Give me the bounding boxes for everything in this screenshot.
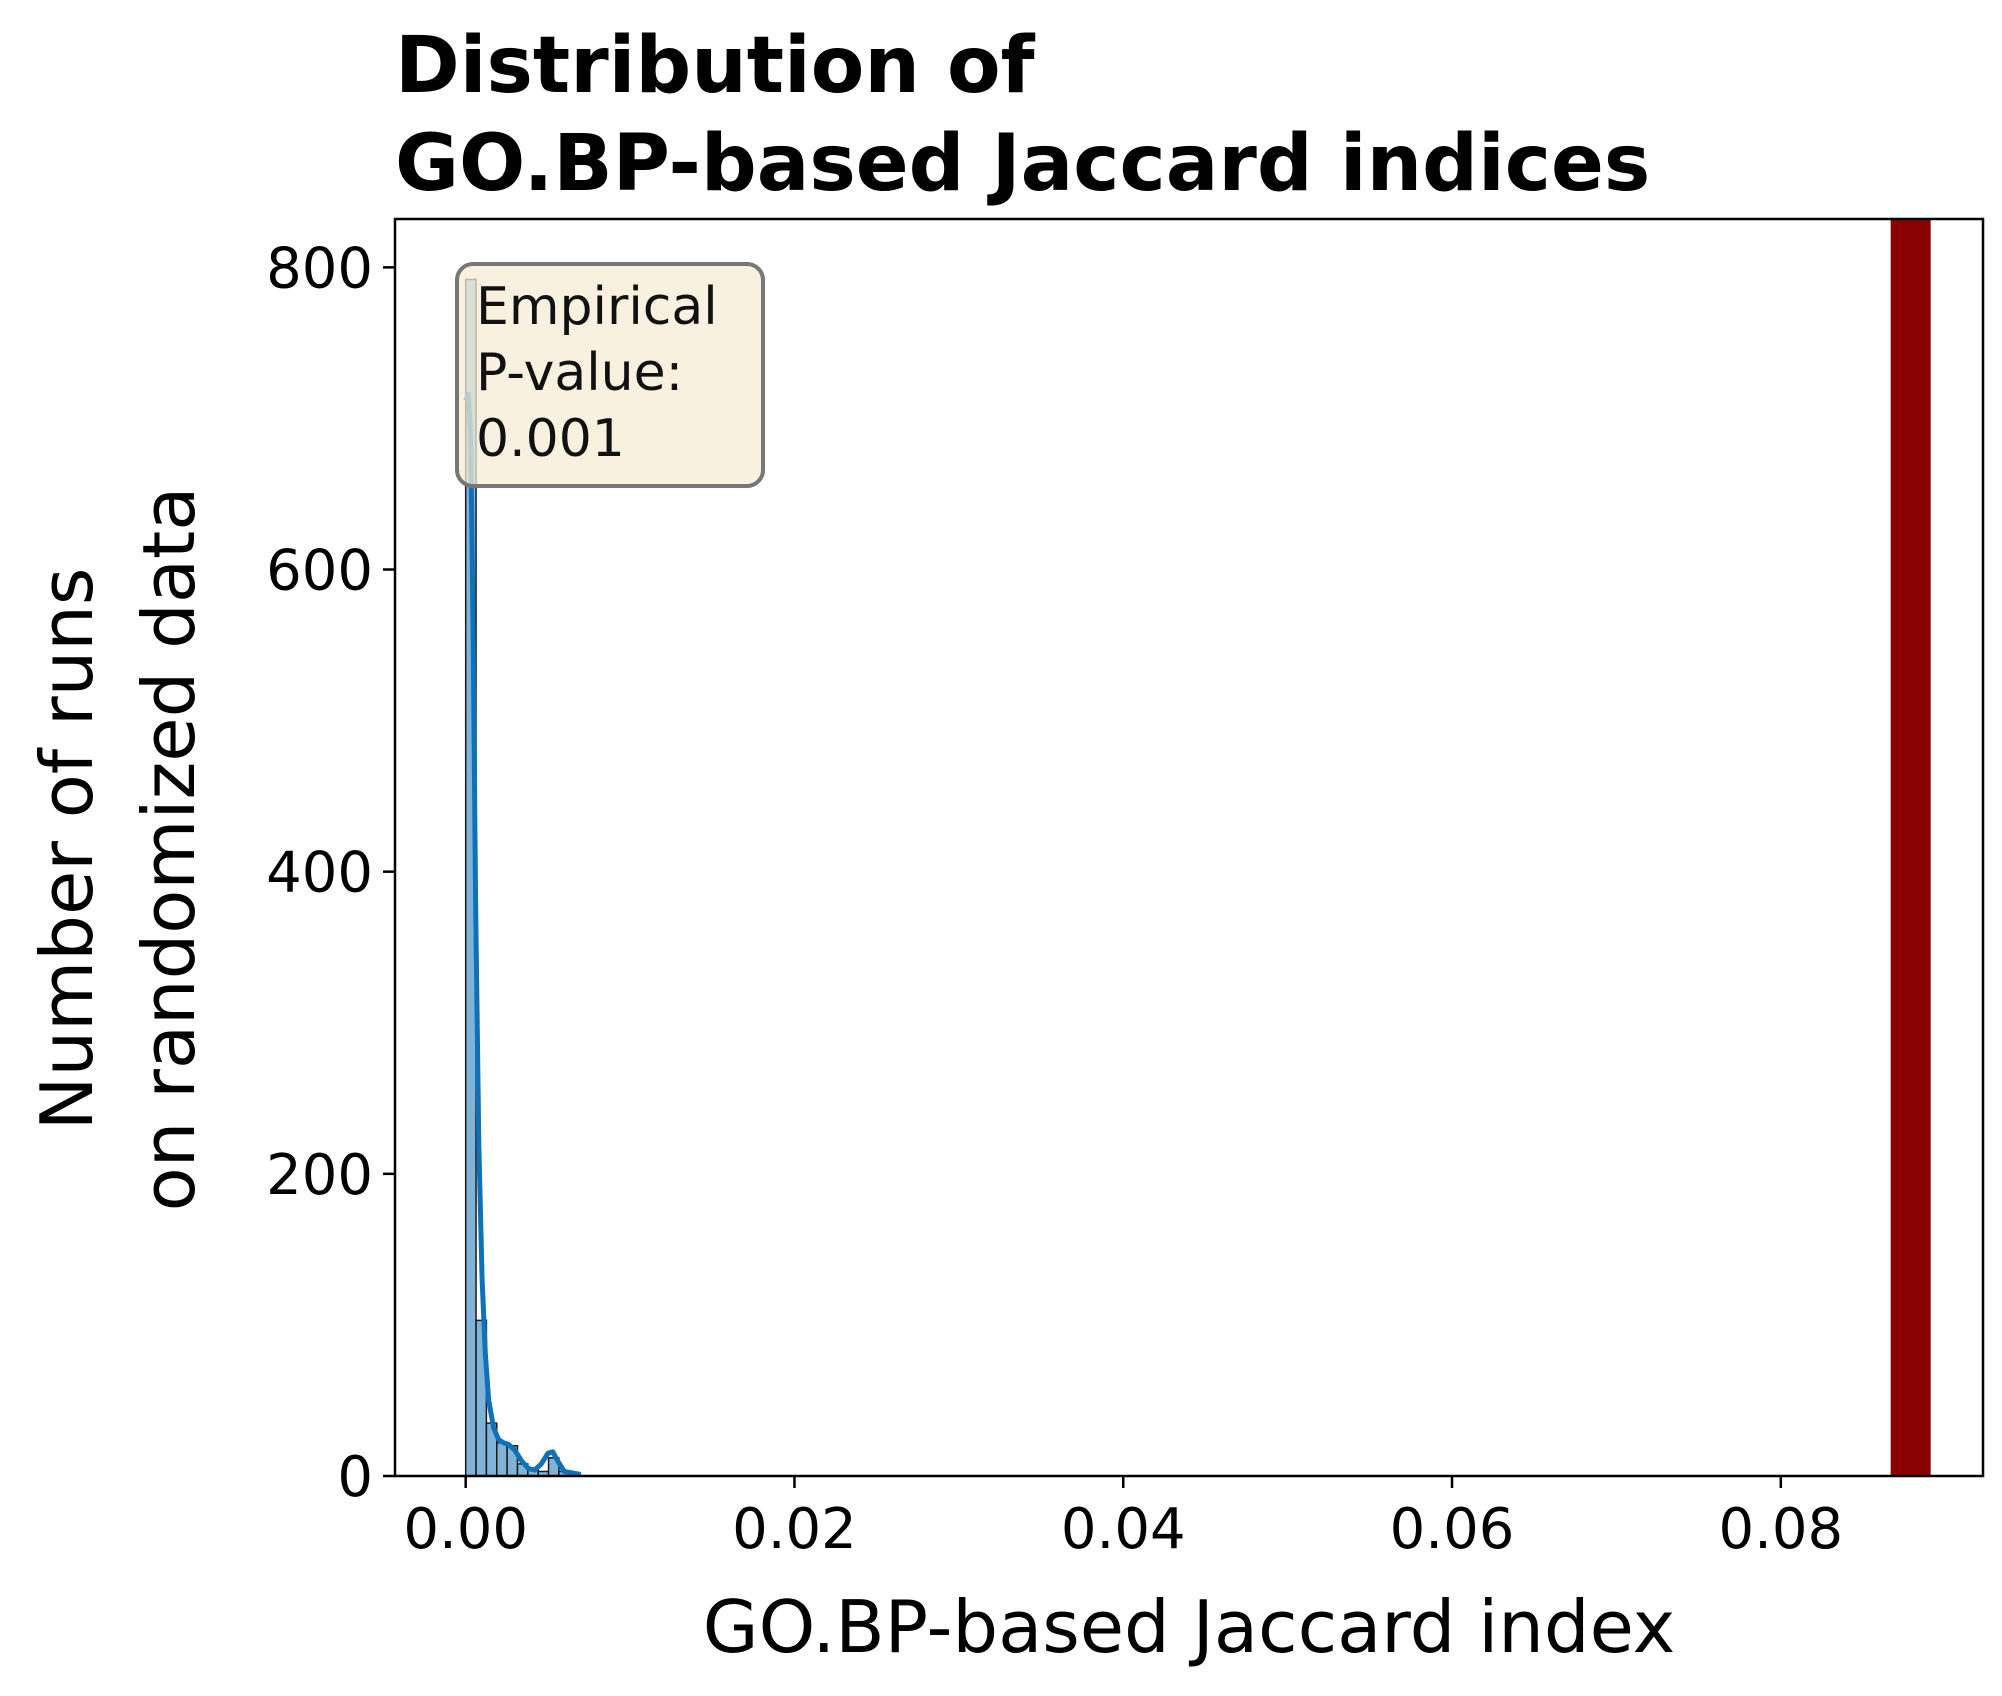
y-tick-label-0: 0 <box>337 1445 373 1510</box>
chart-title-line-2: GO.BP-based Jaccard indices <box>395 119 1650 209</box>
plot-border <box>393 217 1985 1478</box>
kde-curve <box>463 391 582 1477</box>
x-tick-label-2: 0.04 <box>1061 1497 1186 1562</box>
y-tick-label-1: 200 <box>266 1143 373 1208</box>
annotation-line-3: 0.001 <box>476 409 625 469</box>
annotation-box <box>455 262 765 488</box>
y-tick-label-3: 600 <box>266 539 373 604</box>
observed-value-line <box>1890 219 1931 1476</box>
p-value-annotation: Empirical P-value: 0.001 <box>455 262 765 488</box>
histogram-bar-3 <box>496 1442 508 1477</box>
chart-title-line-1: Distribution of <box>395 21 1036 111</box>
x-tick-label-4: 0.08 <box>1718 1497 1843 1562</box>
annotation-line-2: P-value: <box>476 343 683 403</box>
y-axis-label-line-2: on randomized data <box>127 487 211 1212</box>
y-tick-label-4: 800 <box>266 236 373 301</box>
annotation-line-1: Empirical <box>476 277 718 337</box>
x-axis: 0.00 0.02 0.04 0.06 0.08 <box>403 1476 1843 1562</box>
x-tick-label-1: 0.02 <box>732 1497 857 1562</box>
y-axis-label-line-1: Number of runs <box>25 568 109 1131</box>
x-axis-label: GO.BP-based Jaccard index <box>703 1585 1675 1669</box>
y-axis: 0 200 400 600 800 <box>266 236 395 1510</box>
x-tick-label-0: 0.00 <box>403 1497 528 1562</box>
y-tick-label-2: 400 <box>266 841 373 906</box>
x-tick-label-3: 0.06 <box>1390 1497 1515 1562</box>
